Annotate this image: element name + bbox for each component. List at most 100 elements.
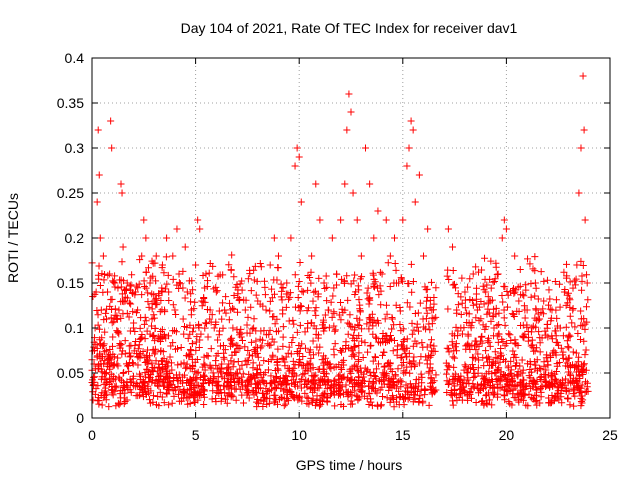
data-point (382, 216, 390, 224)
data-point (487, 361, 495, 369)
data-point (247, 338, 255, 346)
data-point (532, 361, 540, 369)
data-point (325, 306, 333, 314)
data-point (336, 381, 344, 389)
data-point (407, 360, 415, 368)
data-point (389, 347, 397, 355)
data-point (427, 351, 435, 359)
data-point (150, 311, 158, 319)
data-point (151, 337, 159, 345)
data-point (139, 383, 147, 391)
data-point (114, 284, 122, 292)
data-point (521, 314, 529, 322)
data-point (230, 292, 238, 300)
data-point (372, 333, 380, 341)
data-point (359, 373, 367, 381)
data-point (486, 355, 494, 363)
data-point (166, 374, 174, 382)
data-point (388, 314, 396, 322)
data-point (318, 376, 326, 384)
data-point (267, 356, 275, 364)
y-axis-ticks: 0 0.05 0.1 0.15 0.2 0.25 0.3 0.35 0.4 (57, 50, 610, 426)
data-point (332, 388, 340, 396)
data-point (285, 343, 293, 351)
data-point (543, 324, 551, 332)
data-point (543, 276, 551, 284)
data-point (415, 327, 423, 335)
data-point (222, 293, 230, 301)
data-point (279, 323, 287, 331)
data-point (501, 396, 509, 404)
data-point (571, 281, 579, 289)
data-point (296, 307, 304, 315)
y-tick-label: 0.15 (57, 275, 84, 291)
data-point (144, 264, 152, 272)
data-point (490, 384, 498, 392)
data-point (377, 401, 385, 409)
data-point (509, 347, 517, 355)
data-point (194, 396, 202, 404)
data-point (531, 267, 539, 275)
data-point (491, 277, 499, 285)
data-point (564, 379, 572, 387)
data-point (420, 252, 428, 260)
data-point (315, 384, 323, 392)
data-point (539, 305, 547, 313)
data-point (191, 387, 199, 395)
data-point (156, 377, 164, 385)
data-point (232, 370, 240, 378)
data-point (408, 319, 416, 327)
data-point (200, 400, 208, 408)
data-points (88, 72, 592, 411)
data-point (398, 275, 406, 283)
data-point (156, 308, 164, 316)
data-point (354, 321, 362, 329)
data-point (379, 369, 387, 377)
data-point (286, 293, 294, 301)
data-point (176, 280, 184, 288)
data-point (89, 292, 97, 300)
data-point (126, 327, 134, 335)
data-point (512, 361, 520, 369)
data-point (424, 225, 432, 233)
data-point (127, 300, 135, 308)
data-point (280, 387, 288, 395)
data-point (252, 327, 260, 335)
data-point (505, 330, 513, 338)
data-point (386, 359, 394, 367)
data-point (316, 343, 324, 351)
data-point (296, 378, 304, 386)
data-point (257, 344, 265, 352)
data-point (505, 381, 513, 389)
data-point (201, 324, 209, 332)
data-point (239, 399, 247, 407)
data-point (453, 347, 461, 355)
data-point (158, 393, 166, 401)
data-point (160, 399, 168, 407)
data-point (179, 379, 187, 387)
data-point (297, 198, 305, 206)
data-point (390, 321, 398, 329)
data-point (134, 353, 142, 361)
data-point (536, 334, 544, 342)
data-point (302, 380, 310, 388)
data-point (148, 290, 156, 298)
data-point (212, 381, 220, 389)
data-point (97, 365, 105, 373)
data-point (228, 334, 236, 342)
data-point (496, 377, 504, 385)
data-point (106, 374, 114, 382)
data-point (350, 337, 358, 345)
data-point (493, 322, 501, 330)
data-point (105, 381, 113, 389)
data-point (366, 180, 374, 188)
data-point (427, 379, 435, 387)
data-point (457, 372, 465, 380)
data-point (190, 305, 198, 313)
data-point (223, 371, 231, 379)
data-point (445, 345, 453, 353)
data-point (253, 379, 261, 387)
data-point (149, 331, 157, 339)
data-point (527, 342, 535, 350)
data-point (530, 376, 538, 384)
